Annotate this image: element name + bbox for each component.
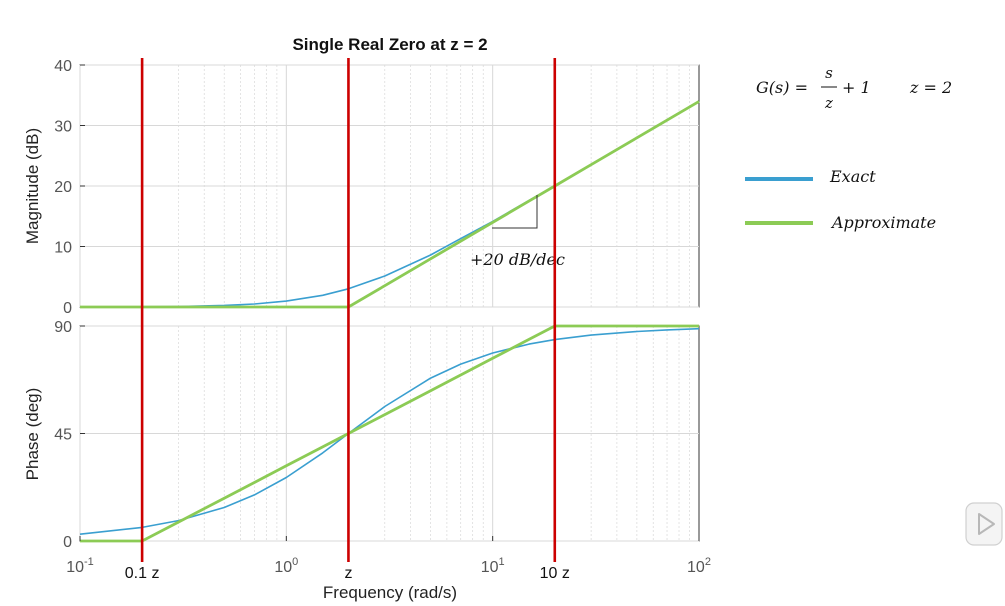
slope-annotation: +20 dB/dec	[470, 250, 565, 269]
slope-triangle	[492, 195, 538, 229]
chart-title: Single Real Zero at z = 2	[292, 35, 487, 54]
formula-tail: + 1	[842, 78, 871, 97]
magnitude-grid	[79, 64, 699, 308]
x-tick-label: 102	[687, 556, 711, 576]
phase-series-exact	[79, 327, 700, 535]
phase-y-label: Phase (deg)	[23, 388, 42, 481]
magnitude-ytick-label: 10	[54, 240, 72, 257]
phase-ytick-label: 45	[54, 427, 72, 444]
phase-ytick-label: 90	[54, 319, 72, 336]
corner-markers: 0.1 z z 10 z	[125, 58, 570, 582]
x-tick-label: 100	[274, 556, 298, 576]
corner-marker-label: 10 z	[540, 565, 570, 582]
corner-marker-label: z	[344, 565, 352, 582]
magnitude-y-label: Magnitude (dB)	[23, 128, 42, 244]
magnitude-series	[79, 100, 700, 309]
magnitude-ytick-label: 40	[54, 58, 72, 75]
legend-label-exact: Exact	[829, 167, 876, 186]
x-tick-label: 10-1	[66, 556, 94, 576]
x-tick-label: 101	[481, 556, 505, 576]
fraction-denominator: z	[824, 94, 833, 112]
fraction-numerator: s	[825, 64, 833, 82]
magnitude-ytick-label: 30	[54, 119, 72, 136]
magnitude-y-ticks: 0 10 20 30 40	[54, 58, 85, 317]
phase-series	[79, 324, 700, 543]
legend-label-approximate: Approximate	[830, 213, 936, 232]
phase-series-approximate	[80, 324, 699, 543]
phase-y-ticks: 0 45 90	[54, 319, 85, 551]
phase-plot: 0 45 90 Phase (deg) Frequency (rad/s)	[23, 319, 700, 602]
legend: G(s) = s z + 1 z = 2 Exact Approximate	[745, 64, 952, 232]
phase-ytick-label: 0	[63, 534, 72, 551]
corner-marker-label: 0.1 z	[125, 565, 160, 582]
play-icon	[978, 513, 995, 535]
magnitude-series-approximate	[80, 100, 700, 309]
transfer-function: G(s) =	[756, 78, 808, 97]
x-axis-ticks: 10-1 100 101 102	[66, 536, 711, 576]
play-button[interactable]	[965, 502, 1003, 546]
magnitude-ytick-label: 20	[54, 179, 72, 196]
x-axis-label: Frequency (rad/s)	[323, 583, 457, 602]
magnitude-plot: 0 10 20 30 40 Single Real Zero at z = 2 Magn…	[23, 35, 700, 317]
zero-value: z = 2	[909, 78, 952, 97]
magnitude-ytick-label: 0	[63, 300, 72, 317]
